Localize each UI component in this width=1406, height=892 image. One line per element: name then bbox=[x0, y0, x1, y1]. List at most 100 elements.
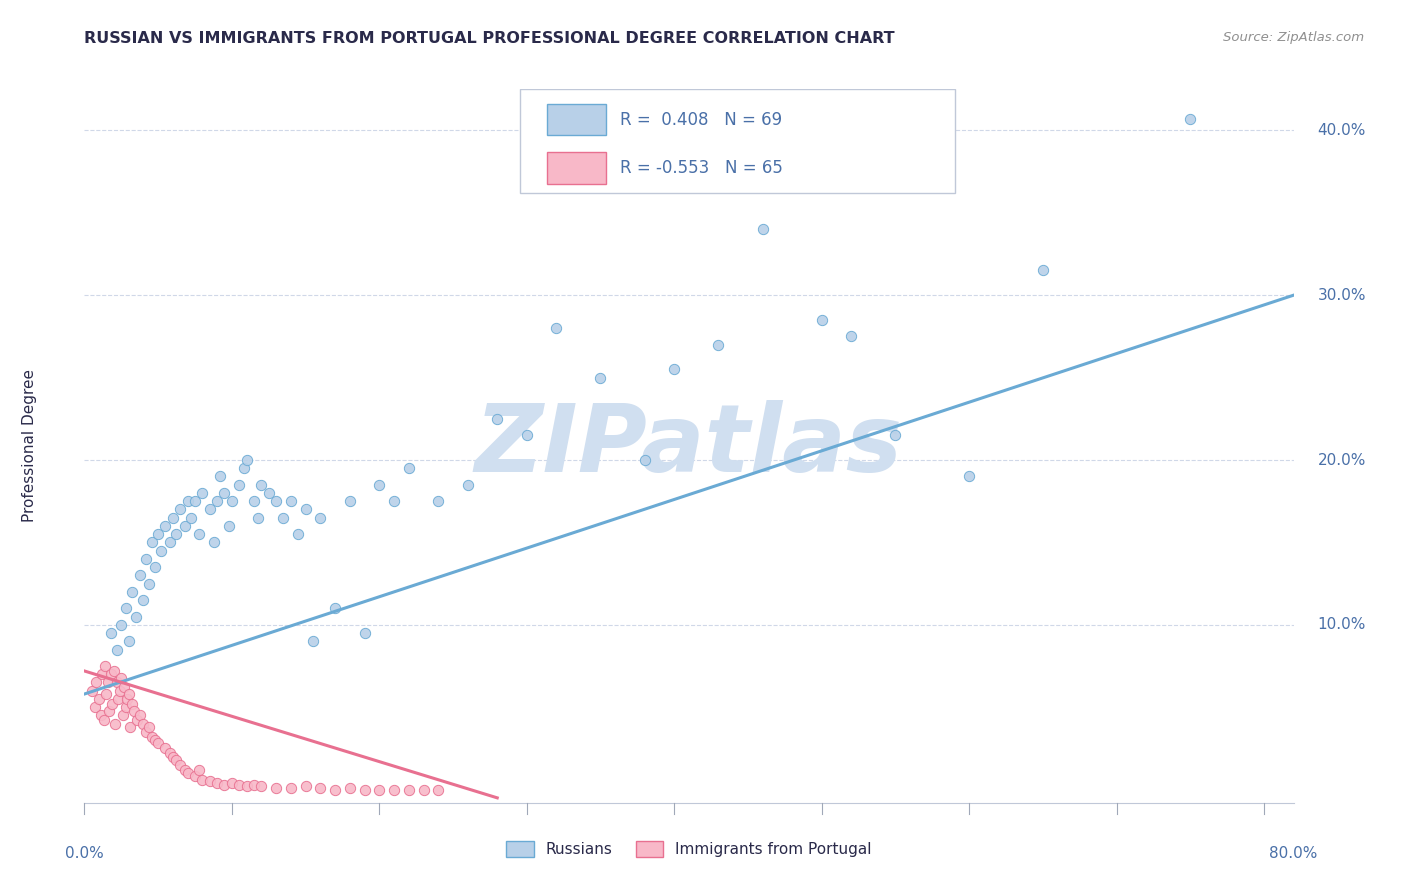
Point bbox=[111, 708, 134, 723]
Point bbox=[198, 502, 221, 516]
Point bbox=[80, 683, 103, 698]
Point bbox=[457, 477, 479, 491]
Point bbox=[287, 527, 309, 541]
Point bbox=[294, 502, 316, 516]
Legend: Russians, Immigrants from Portugal: Russians, Immigrants from Portugal bbox=[501, 835, 877, 863]
Point bbox=[184, 769, 207, 783]
Text: Source: ZipAtlas.com: Source: ZipAtlas.com bbox=[1223, 31, 1364, 45]
Point bbox=[810, 313, 832, 327]
Point bbox=[243, 778, 266, 792]
Point bbox=[143, 733, 166, 747]
Point bbox=[105, 642, 128, 657]
Point bbox=[280, 780, 302, 795]
Point bbox=[135, 552, 157, 566]
Point bbox=[103, 664, 125, 678]
Point bbox=[155, 741, 177, 756]
Point bbox=[339, 780, 361, 795]
Point bbox=[107, 692, 129, 706]
Point bbox=[398, 782, 420, 797]
Point bbox=[198, 774, 221, 789]
Point bbox=[382, 494, 405, 508]
Point bbox=[115, 692, 138, 706]
Point bbox=[100, 667, 122, 681]
Point bbox=[208, 469, 231, 483]
Point bbox=[101, 697, 124, 711]
Point bbox=[353, 782, 375, 797]
Point bbox=[110, 617, 132, 632]
Point bbox=[146, 527, 169, 541]
Point bbox=[91, 667, 114, 681]
Point bbox=[110, 671, 132, 685]
Text: 0.0%: 0.0% bbox=[65, 846, 104, 861]
Point bbox=[159, 535, 181, 549]
Point bbox=[84, 675, 107, 690]
Point bbox=[162, 510, 184, 524]
Point bbox=[188, 763, 211, 777]
Point bbox=[191, 772, 214, 787]
Point bbox=[188, 527, 211, 541]
Point bbox=[273, 510, 295, 524]
Point bbox=[104, 716, 127, 731]
Point bbox=[129, 568, 152, 582]
Point bbox=[150, 543, 173, 558]
Point bbox=[127, 714, 149, 728]
Point bbox=[228, 778, 250, 792]
Point bbox=[957, 469, 980, 483]
Point bbox=[264, 494, 287, 508]
Point bbox=[121, 697, 143, 711]
Text: R =  0.408   N = 69: R = 0.408 N = 69 bbox=[620, 111, 782, 128]
Text: 40.0%: 40.0% bbox=[1317, 123, 1367, 138]
Point bbox=[546, 321, 568, 335]
Point bbox=[93, 714, 115, 728]
Point bbox=[264, 780, 287, 795]
Point bbox=[114, 601, 136, 615]
Text: Professional Degree: Professional Degree bbox=[22, 369, 38, 523]
Text: 30.0%: 30.0% bbox=[1317, 288, 1367, 302]
Point bbox=[138, 576, 160, 591]
Point bbox=[141, 535, 163, 549]
Point bbox=[202, 535, 225, 549]
Point bbox=[634, 453, 657, 467]
Point bbox=[368, 477, 391, 491]
Point bbox=[243, 494, 266, 508]
Point bbox=[173, 763, 195, 777]
Point bbox=[751, 222, 773, 236]
Point bbox=[112, 681, 135, 695]
Point bbox=[176, 766, 198, 780]
Point bbox=[90, 708, 112, 723]
FancyBboxPatch shape bbox=[520, 89, 955, 193]
Text: 10.0%: 10.0% bbox=[1317, 617, 1367, 632]
Point bbox=[218, 519, 240, 533]
Point bbox=[143, 560, 166, 574]
Point bbox=[839, 329, 862, 343]
Point bbox=[125, 609, 148, 624]
Point bbox=[184, 494, 207, 508]
Point bbox=[221, 776, 243, 790]
Point bbox=[96, 687, 118, 701]
Point bbox=[165, 753, 187, 767]
Point bbox=[100, 626, 122, 640]
Text: 80.0%: 80.0% bbox=[1270, 846, 1317, 861]
Point bbox=[1032, 263, 1054, 277]
Point bbox=[235, 453, 257, 467]
Bar bbox=[547, 104, 606, 136]
Point bbox=[589, 370, 612, 384]
Point bbox=[114, 700, 136, 714]
Point bbox=[884, 428, 907, 442]
Point bbox=[191, 486, 214, 500]
Point bbox=[155, 519, 177, 533]
Point bbox=[132, 593, 155, 607]
Point bbox=[309, 510, 332, 524]
Point bbox=[353, 626, 375, 640]
Point bbox=[94, 659, 117, 673]
Point bbox=[176, 494, 198, 508]
Point bbox=[221, 494, 243, 508]
Point bbox=[108, 683, 131, 698]
Point bbox=[180, 510, 202, 524]
Point bbox=[516, 428, 538, 442]
Point bbox=[138, 720, 160, 734]
Point bbox=[132, 716, 155, 731]
Text: ZIPatlas: ZIPatlas bbox=[475, 400, 903, 492]
Point bbox=[135, 725, 157, 739]
Point bbox=[412, 782, 434, 797]
